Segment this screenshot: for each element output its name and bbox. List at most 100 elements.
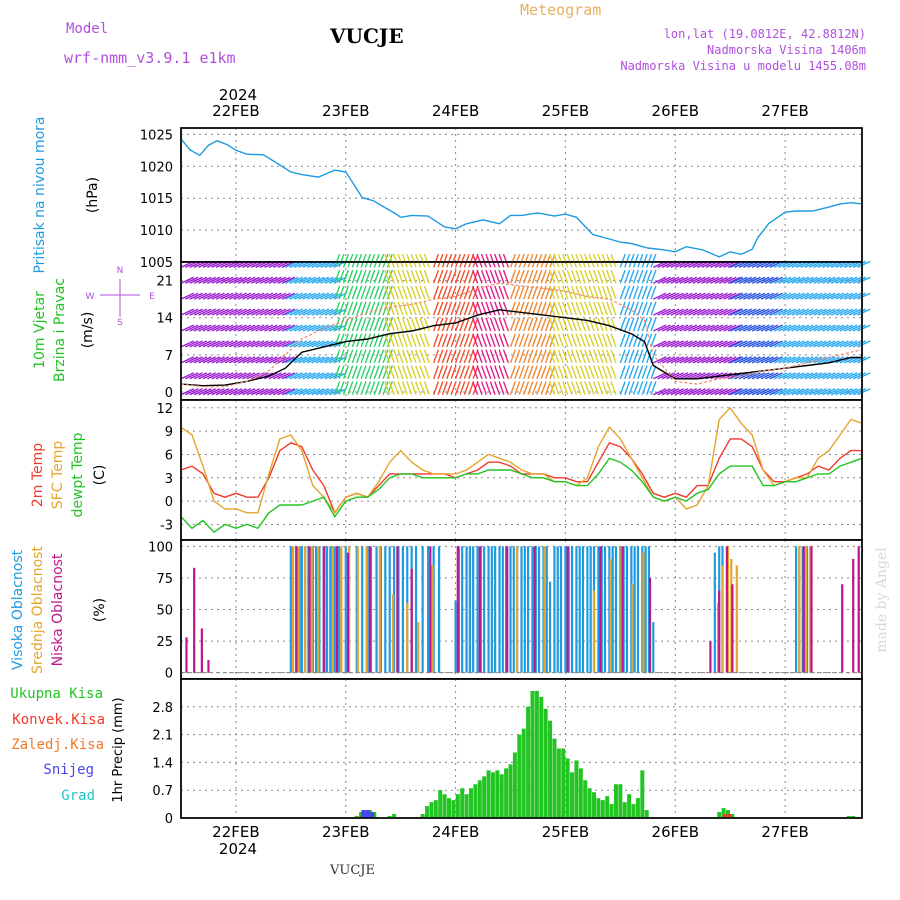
ylabel-wind-unit: (m/s) [80, 312, 96, 349]
wind-arrow [674, 292, 689, 300]
wind-arrow [606, 253, 613, 268]
ylabel-wind-name2: Brzina i Pravac [52, 278, 68, 382]
wind-arrow [342, 269, 350, 284]
y-tick-label: 1025 [140, 128, 173, 143]
wind-arrow [388, 381, 395, 395]
wind-arrow [601, 381, 608, 395]
wind-arrow [419, 301, 426, 316]
wind-arrow [251, 324, 265, 332]
bar-high_cloud [545, 546, 548, 673]
bar-total_precip [618, 784, 623, 818]
wind-arrow [743, 324, 757, 332]
bar-mid_cloud [431, 565, 434, 673]
wind-arrow [334, 285, 341, 300]
wind-arrow [277, 388, 291, 396]
wind-arrow [207, 356, 221, 364]
wind-arrow [237, 372, 252, 380]
bar-total_precip [367, 810, 372, 818]
wind-compass: W ENS [86, 266, 156, 328]
wind-arrow [356, 269, 363, 284]
wind-arrow [233, 340, 247, 348]
bar-total_precip [425, 806, 430, 818]
bar-high_cloud [498, 546, 501, 673]
wind-arrow [454, 381, 462, 395]
bar-total_precip [392, 814, 397, 818]
wind-arrow [459, 381, 466, 395]
wind-arrow [540, 333, 547, 348]
wind-arrow [650, 301, 657, 316]
wind-arrow [756, 324, 770, 332]
wind-arrow [419, 285, 426, 300]
wind-arrow [666, 340, 680, 348]
bar-total_precip [363, 810, 368, 818]
wind-arrow [822, 308, 836, 316]
wind-arrow [637, 285, 644, 300]
wind-arrow [830, 324, 845, 332]
wind-arrow [619, 301, 626, 316]
wind-arrow [531, 381, 538, 395]
wind-arrow [480, 349, 488, 364]
wind-arrow [601, 301, 608, 316]
wind-arrow [298, 388, 312, 396]
bar-mid_cloud [592, 590, 596, 673]
wind-arrow [180, 292, 194, 300]
wind-arrow [701, 292, 715, 300]
bar-high_cloud [454, 600, 457, 673]
bar-total_precip [609, 804, 614, 818]
wind-arrow [401, 269, 408, 284]
bar-mid_cloud [378, 546, 381, 673]
wind-arrow [800, 388, 814, 396]
wind-arrow [549, 365, 556, 380]
bar-total_precip [574, 760, 579, 818]
wind-arrow [397, 333, 404, 348]
wind-arrow [401, 349, 408, 364]
wind-arrow [751, 276, 766, 284]
wind-arrow [518, 349, 525, 364]
wind-arrow [384, 365, 391, 380]
wind-arrow [808, 308, 823, 316]
wind-arrow [632, 381, 639, 395]
wind-arrow [401, 365, 408, 380]
bar-total_precip [512, 752, 517, 818]
wind-arrow [765, 324, 779, 332]
wind-arrow [351, 317, 358, 332]
bar-high_cloud [505, 546, 508, 673]
bar-high_cloud [344, 546, 347, 673]
wind-arrow [272, 324, 287, 332]
wind-arrow [562, 285, 569, 300]
x-tick-label-top: 25FEB [542, 102, 589, 120]
wind-arrow [718, 324, 733, 332]
wind-arrow [342, 349, 350, 364]
bar-total_precip [605, 796, 610, 818]
bar-low_cloud [308, 546, 311, 673]
bar-snow [365, 810, 370, 818]
wind-arrow [281, 356, 296, 364]
wind-arrow [848, 308, 862, 316]
wind-arrow [459, 269, 466, 284]
wind-arrow [787, 356, 801, 364]
wind-arrow [852, 308, 867, 316]
wind-arrow [324, 276, 338, 284]
wind-arrow [822, 324, 836, 332]
wind-arrow [674, 356, 689, 364]
bar-total_precip [730, 814, 735, 818]
wind-arrow [334, 365, 341, 380]
bar-total_precip [521, 728, 526, 818]
wind-arrow [553, 365, 560, 380]
wind-arrow [224, 340, 238, 348]
wind-arrow [289, 292, 303, 300]
wind-arrow [378, 285, 385, 300]
wind-arrow [579, 269, 586, 284]
wind-arrow [189, 324, 203, 332]
wind-arrow [441, 285, 448, 300]
wind-arrow [432, 333, 440, 348]
wind-arrow [584, 333, 591, 348]
bar-high_cloud [476, 546, 479, 673]
wind-arrow [401, 381, 408, 395]
bar-high_cloud [537, 546, 541, 673]
wind-arrow [410, 333, 417, 348]
wind-arrow [839, 372, 854, 380]
wind-arrow [597, 301, 604, 316]
wind-arrow [710, 308, 724, 316]
wind-arrow [347, 285, 354, 300]
